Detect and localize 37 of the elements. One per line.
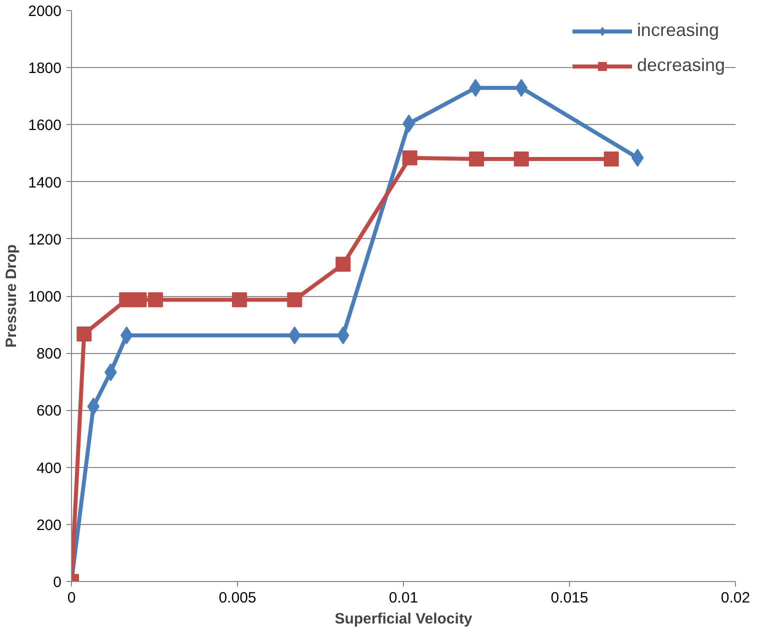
- y-tick-label: 1200: [28, 231, 62, 248]
- point: [631, 148, 644, 167]
- point: [515, 78, 528, 97]
- x-tick-label: 0.01: [388, 590, 418, 606]
- point: [232, 292, 247, 308]
- point: [336, 326, 350, 344]
- point: [148, 292, 163, 308]
- point: [469, 78, 482, 97]
- y-tick-label: 1600: [28, 117, 62, 134]
- point: [402, 150, 418, 166]
- x-tick-label: 0.02: [720, 590, 750, 606]
- legend-label: increasing: [636, 20, 719, 41]
- point: [514, 151, 529, 166]
- y-tick-label: 1000: [28, 288, 62, 306]
- y-tick-label: 200: [36, 516, 62, 534]
- y-tick-label: 2000: [28, 3, 62, 20]
- point: [287, 292, 302, 308]
- y-tick-label: 1800: [28, 60, 62, 78]
- point: [120, 326, 133, 344]
- y-tick-label: 1400: [28, 174, 62, 192]
- x-tick-label: 0.015: [550, 590, 588, 606]
- point: [76, 326, 92, 342]
- point: [87, 397, 100, 416]
- x-axis-title: Superficial Velocity: [334, 610, 473, 628]
- y-tick-label: 400: [36, 460, 62, 477]
- point: [288, 326, 301, 344]
- y-tick-label: 800: [36, 346, 62, 363]
- y-tick-label: 600: [36, 402, 62, 420]
- point: [132, 292, 147, 308]
- point: [604, 151, 619, 166]
- x-tick-label: 0.005: [218, 590, 256, 606]
- point: [336, 256, 351, 272]
- y-tick-label: 0: [53, 574, 62, 591]
- legend-label: decreasing: [636, 55, 725, 76]
- x-tick-label: 0: [67, 590, 76, 606]
- y-axis-title: Pressure Drop: [3, 244, 20, 348]
- point: [469, 151, 484, 166]
